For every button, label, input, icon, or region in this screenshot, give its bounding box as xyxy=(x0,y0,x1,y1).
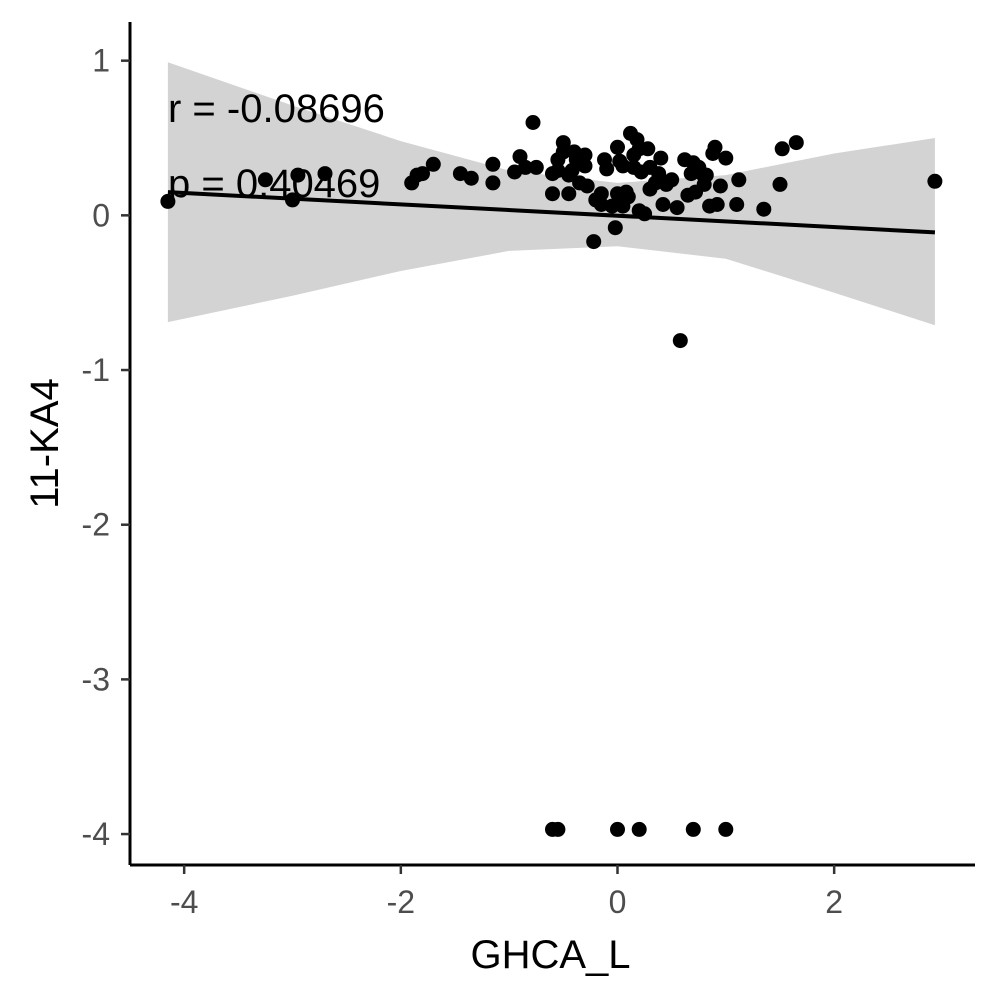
data-point xyxy=(545,186,560,202)
y-tick-label: 1 xyxy=(92,43,110,79)
data-point xyxy=(485,156,501,172)
data-point xyxy=(290,167,306,183)
data-point xyxy=(927,173,943,189)
data-point xyxy=(631,821,647,837)
data-point xyxy=(718,150,734,166)
data-point xyxy=(655,197,671,212)
data-point xyxy=(463,170,479,186)
data-point xyxy=(620,189,636,205)
y-tick-label: -3 xyxy=(82,661,110,697)
data-point xyxy=(709,197,725,212)
data-point xyxy=(707,139,723,155)
data-point xyxy=(610,139,625,155)
data-point xyxy=(317,166,333,182)
data-point xyxy=(672,333,688,349)
x-tick-label: 2 xyxy=(825,884,843,920)
data-point xyxy=(756,201,772,217)
data-point xyxy=(731,172,747,188)
data-point xyxy=(610,821,625,837)
data-point xyxy=(698,167,714,183)
data-point xyxy=(772,176,788,192)
data-point xyxy=(599,161,615,177)
data-point xyxy=(640,141,656,157)
data-point xyxy=(550,821,566,837)
data-point xyxy=(257,172,273,188)
data-point xyxy=(577,158,593,174)
y-tick-label: -1 xyxy=(82,352,110,388)
x-tick-label: 0 xyxy=(609,884,627,920)
data-point xyxy=(607,220,623,236)
data-point xyxy=(577,147,593,163)
data-point xyxy=(555,144,571,160)
y-tick-label: -2 xyxy=(82,507,110,543)
data-point xyxy=(718,821,734,837)
x-axis-title: GHCA_L xyxy=(470,933,630,977)
data-point xyxy=(664,172,680,188)
data-point xyxy=(561,186,577,202)
data-point xyxy=(160,193,176,209)
data-point xyxy=(651,166,667,182)
data-point xyxy=(415,166,430,182)
data-point xyxy=(579,178,595,194)
data-point xyxy=(485,175,501,191)
data-point xyxy=(425,156,441,172)
data-point xyxy=(669,200,685,216)
data-point xyxy=(525,115,541,130)
data-point xyxy=(774,141,790,157)
y-tick-label: -4 xyxy=(82,816,110,852)
correlation-annotation: r = -0.08696 xyxy=(168,87,385,131)
fit-line-layer xyxy=(167,190,936,235)
data-point xyxy=(685,821,701,837)
data-point xyxy=(517,159,533,175)
data-point xyxy=(729,197,745,212)
data-points-layer xyxy=(160,115,943,837)
y-tick-label: 0 xyxy=(92,197,110,233)
data-point xyxy=(586,234,602,250)
data-point xyxy=(604,198,620,214)
regression-line xyxy=(167,190,936,235)
axes-layer: -4 -2 0 2 1 0 -1 -2 -3 -4 GHCA_L 11-KA4 xyxy=(23,22,975,977)
p-value-annotation: p = 0.40469 xyxy=(168,162,380,206)
data-point xyxy=(653,150,669,166)
data-point xyxy=(593,186,609,202)
data-point xyxy=(788,135,804,151)
x-tick-label: -2 xyxy=(387,884,415,920)
annotations-layer: r = -0.08696 p = 0.40469 xyxy=(168,87,385,206)
data-point xyxy=(712,178,728,194)
x-tick-label: -4 xyxy=(170,884,198,920)
y-axis-title: 11-KA4 xyxy=(23,378,67,508)
data-point xyxy=(528,159,544,175)
